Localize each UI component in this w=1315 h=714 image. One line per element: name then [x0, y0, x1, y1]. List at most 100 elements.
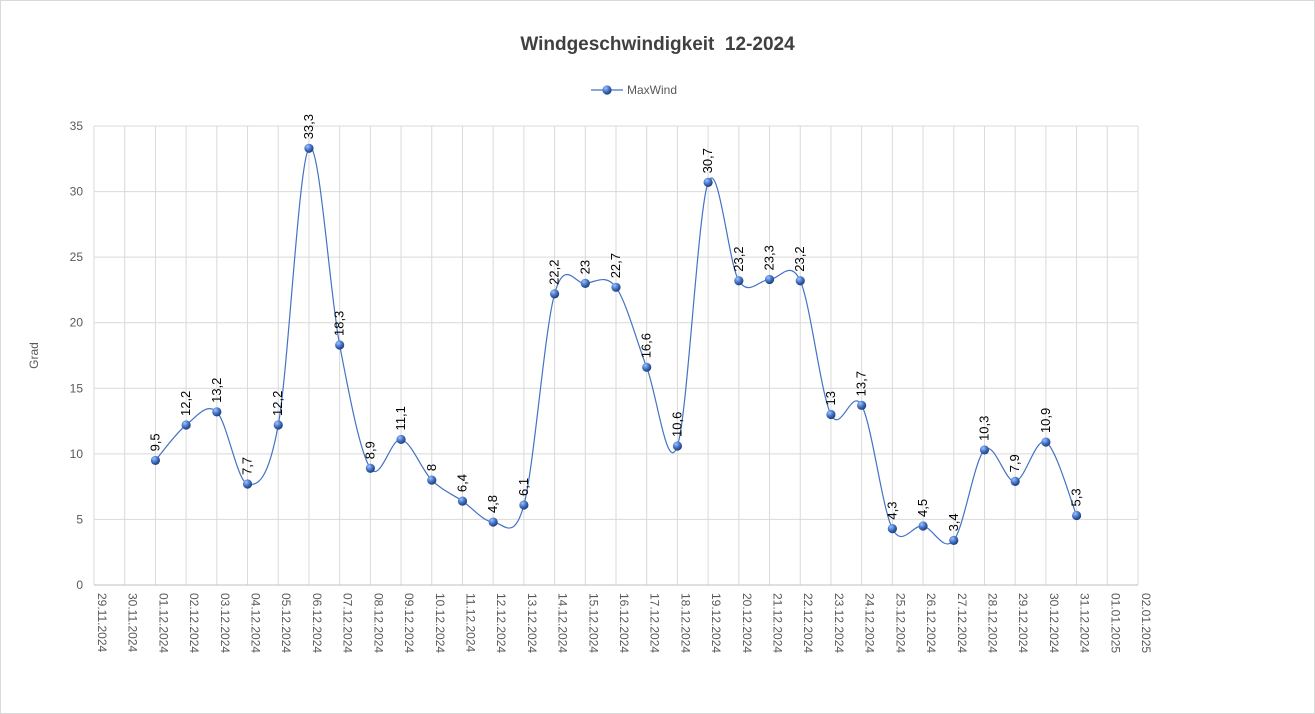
data-point: [857, 400, 867, 410]
data-label: 13,2: [209, 378, 224, 403]
data-point: [519, 500, 529, 510]
data-point: [365, 463, 375, 473]
data-label: 23,2: [792, 246, 807, 271]
data-label: 23,3: [762, 245, 777, 270]
data-point: [335, 340, 345, 350]
x-tick-label: 13.12.2024: [525, 593, 539, 653]
data-label: 8: [424, 464, 439, 471]
data-point: [181, 420, 191, 430]
data-point: [427, 475, 437, 485]
data-point: [703, 177, 713, 187]
data-label: 4,5: [915, 499, 930, 517]
x-tick-label: 19.12.2024: [709, 593, 723, 653]
data-point: [304, 143, 314, 153]
data-label: 6,4: [454, 474, 469, 492]
y-tick-label: 15: [70, 381, 84, 395]
data-label: 12,2: [178, 391, 193, 416]
data-point: [273, 420, 283, 430]
x-tick-label: 26.12.2024: [924, 593, 938, 653]
data-point: [242, 479, 253, 489]
y-tick-label: 35: [70, 119, 84, 133]
data-label: 4,3: [884, 502, 899, 520]
x-tick-label: 02.12.2024: [187, 593, 201, 653]
x-tick-label: 04.12.2024: [249, 593, 263, 653]
data-point: [150, 455, 161, 466]
x-tick-label: 09.12.2024: [402, 593, 416, 653]
data-label: 30,7: [700, 148, 715, 173]
x-tick-label: 27.12.2024: [955, 593, 969, 653]
data-point: [764, 274, 775, 285]
data-point: [488, 517, 498, 527]
x-tick-label: 01.12.2024: [156, 593, 170, 653]
x-tick-label: 02.01.2025: [1139, 593, 1153, 653]
x-tick-label: 08.12.2024: [371, 593, 385, 653]
x-tick-label: 22.12.2024: [801, 593, 815, 653]
data-point: [1041, 437, 1051, 447]
data-point: [949, 535, 959, 546]
data-label: 7,9: [1007, 454, 1022, 472]
data-point: [734, 276, 744, 286]
y-axis-title: Grad: [27, 342, 41, 369]
data-label: 7,7: [240, 457, 255, 475]
x-tick-label: 25.12.2024: [893, 593, 907, 653]
x-tick-label: 24.12.2024: [863, 593, 877, 653]
data-label: 5,3: [1069, 488, 1084, 506]
data-label: 23,2: [731, 246, 746, 271]
x-tick-label: 28.12.2024: [985, 593, 999, 653]
x-tick-label: 05.12.2024: [279, 593, 293, 653]
data-label: 10,3: [976, 416, 991, 441]
data-label: 22,2: [547, 260, 562, 285]
x-tick-label: 20.12.2024: [740, 593, 754, 653]
x-tick-label: 31.12.2024: [1078, 593, 1092, 653]
x-tick-label: 06.12.2024: [310, 593, 324, 653]
data-label: 18,3: [332, 311, 347, 336]
legend: MaxWind: [591, 82, 677, 98]
x-tick-label: 29.11.2024: [95, 593, 109, 652]
data-label: 22,7: [608, 253, 623, 278]
x-tick-label: 23.12.2024: [832, 593, 846, 653]
data-label: 10,6: [669, 412, 684, 437]
data-point: [580, 278, 590, 288]
data-label: 13,7: [854, 371, 869, 396]
x-tick-label: 15.12.2024: [586, 593, 600, 653]
y-tick-label: 25: [70, 250, 84, 264]
x-tick-label: 30.11.2024: [126, 593, 140, 652]
y-tick-label: 5: [76, 512, 83, 526]
data-point: [887, 524, 897, 534]
data-point: [1071, 510, 1082, 521]
data-point: [642, 362, 652, 372]
x-tick-label: 18.12.2024: [678, 593, 692, 653]
data-point: [212, 407, 222, 417]
data-point: [795, 276, 805, 286]
data-point: [457, 496, 468, 506]
data-point: [979, 445, 990, 455]
legend-label-maxwind: MaxWind: [627, 83, 678, 97]
data-point: [1010, 476, 1020, 486]
data-point: [549, 289, 560, 299]
x-tick-label: 07.12.2024: [341, 593, 355, 653]
legend-marker: [591, 85, 623, 95]
data-label: 12,2: [270, 391, 285, 416]
chart-title: Windgeschwindigkeit 12-2024: [520, 34, 795, 55]
data-label: 9,5: [147, 433, 162, 451]
x-tick-label: 12.12.2024: [494, 593, 508, 653]
data-point: [611, 282, 621, 292]
data-label: 11,1: [393, 406, 408, 430]
data-label: 10,9: [1038, 408, 1053, 433]
x-tick-label: 21.12.2024: [771, 593, 785, 653]
data-point: [918, 521, 928, 531]
data-point: [396, 434, 406, 445]
data-label: 13: [823, 391, 838, 405]
x-tick-label: 11.12.2024: [463, 593, 477, 652]
y-tick-label: 10: [70, 447, 84, 461]
data-point: [672, 441, 683, 451]
data-point: [826, 409, 836, 420]
y-tick-label: 0: [76, 578, 83, 592]
x-tick-label: 29.12.2024: [1016, 593, 1030, 653]
data-label: 8,9: [362, 441, 377, 459]
x-tick-label: 10.12.2024: [433, 593, 447, 653]
data-label: 16,6: [639, 333, 654, 358]
y-tick-label: 30: [70, 185, 84, 199]
